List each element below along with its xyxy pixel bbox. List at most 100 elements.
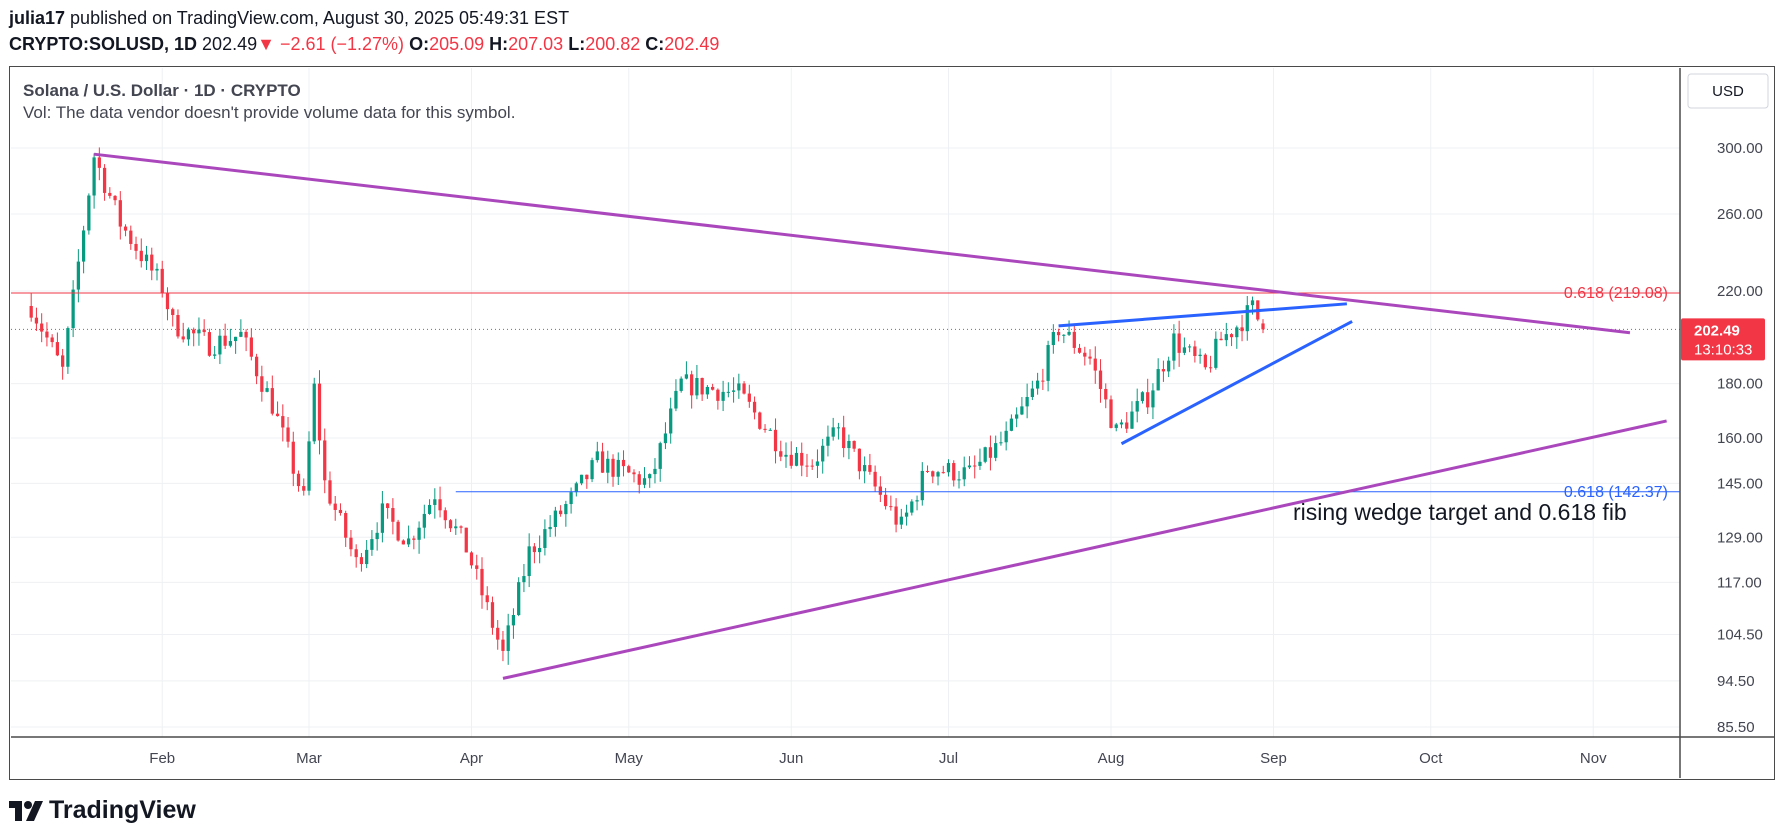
candle [517,577,521,617]
candle-body [375,532,379,540]
candle [1172,324,1176,370]
x-tick-label: Mar [296,750,322,767]
candle [1015,407,1019,428]
candle [684,361,689,380]
candle-body [333,503,337,510]
candle [611,454,615,487]
candle-body [600,451,605,473]
candle [197,317,201,346]
legend-title[interactable]: Solana / U.S. Dollar · 1D · CRYPTO [23,81,301,100]
candle [1104,383,1108,409]
candle-body [302,486,306,491]
candle [789,441,793,469]
candle-body [889,506,893,508]
candle [323,428,327,494]
candle [165,287,170,321]
legend-volume-note: Vol: The data vendor doesn't provide vol… [23,103,516,122]
currency-label[interactable]: USD [1712,83,1744,100]
candle-body [558,510,563,515]
candle [800,442,804,477]
open-label: O: [409,34,430,54]
symbol[interactable]: CRYPTO:SOLUSD, 1D [9,34,198,54]
candle-body [621,459,626,467]
candle [1088,349,1092,365]
candle [171,307,175,327]
candle [868,453,872,475]
open-value: 205.09 [429,34,485,54]
candle [1093,346,1097,384]
candle [102,164,107,201]
candle [401,539,405,545]
candle [71,280,75,338]
candle-body [485,595,489,603]
upper-trendline [93,152,1631,335]
x-tick-label: May [615,750,644,767]
symbol-line: CRYPTO:SOLUSD, 1D 202.49▼ −2.61 (−1.27%)… [9,33,719,55]
x-tick-label: Apr [460,750,483,767]
candle [957,471,961,489]
candle [815,449,820,479]
author-name[interactable]: julia17 [9,8,66,28]
candle-body [894,506,898,525]
candle-body [847,440,851,449]
candle [642,467,647,489]
candle [742,381,746,395]
candle [118,191,122,240]
candle [406,525,411,548]
candle [883,487,888,510]
candle-body [1193,346,1197,357]
candle [349,529,353,557]
drawings: 0.618 (219.08) 0.618 (142.37)rising wedge… [11,152,1680,680]
candle [396,519,400,542]
publish-line: julia17 published on TradingView.com, Au… [9,7,569,29]
candle [192,327,196,347]
candle-body [1203,354,1207,368]
candle [1025,383,1029,419]
candle-body [349,537,353,550]
candle-body [695,377,699,396]
candle-body [1104,388,1108,400]
tradingview-logo-icon [9,800,43,821]
chart-legend: Solana / U.S. Dollar · 1D · CRYPTO Vol: … [23,80,515,124]
candle-body [700,377,704,395]
candle [1198,348,1202,364]
candle-body [1146,392,1150,408]
candle-body [417,527,421,540]
candle [558,505,563,517]
candle [55,332,60,357]
x-tick-label: Aug [1098,750,1125,767]
candle-body [228,341,233,346]
candle-body [611,458,615,477]
candle-body [443,510,447,521]
candle-body [165,292,170,310]
candle-body [967,465,972,468]
candle [422,504,426,539]
candle [527,533,531,588]
candle-body [87,195,91,231]
candle [254,353,259,385]
candle-body [1214,338,1218,368]
candle-body [490,602,495,628]
candle [459,525,463,534]
candle-body [270,388,274,414]
candle-body [532,546,537,553]
grid [11,68,1680,737]
candle [716,388,720,410]
candle-body [983,447,987,462]
candle-body [800,452,804,466]
y-tick-label: 94.50 [1717,673,1755,690]
candle [831,417,835,441]
candle [585,474,589,489]
candle-body [1245,305,1249,332]
candle [1114,422,1118,432]
candle [522,563,526,593]
footer-brand[interactable]: TradingView [9,796,196,825]
candle [260,365,264,402]
candle [1119,419,1124,429]
candle-body [1135,401,1139,412]
candle [76,249,80,303]
candle-body [150,254,154,271]
candle-body [1015,414,1019,419]
candle [155,263,159,281]
